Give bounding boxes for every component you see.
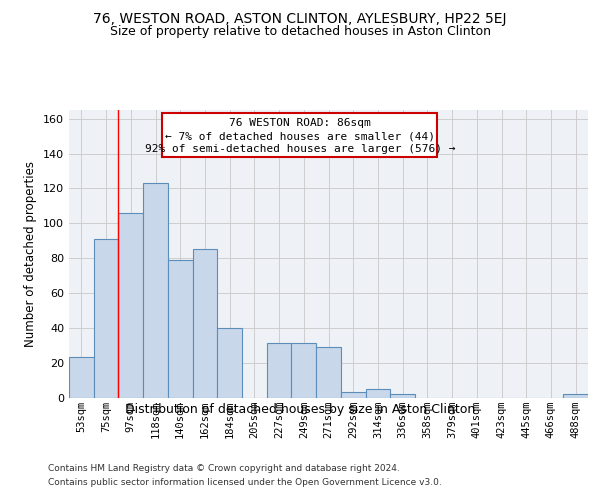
Text: Contains public sector information licensed under the Open Government Licence v3: Contains public sector information licen… — [48, 478, 442, 487]
Bar — [94, 239, 118, 398]
Y-axis label: Number of detached properties: Number of detached properties — [25, 161, 37, 347]
Bar — [316, 347, 341, 398]
Bar — [365, 389, 390, 398]
Text: 92% of semi-detached houses are larger (576) →: 92% of semi-detached houses are larger (… — [145, 144, 455, 154]
Bar — [69, 358, 94, 398]
Bar — [143, 183, 168, 398]
Text: 76, WESTON ROAD, ASTON CLINTON, AYLESBURY, HP22 5EJ: 76, WESTON ROAD, ASTON CLINTON, AYLESBUR… — [93, 12, 507, 26]
Bar — [563, 394, 588, 398]
Bar — [193, 250, 217, 398]
Bar — [217, 328, 242, 398]
Text: Distribution of detached houses by size in Aston Clinton: Distribution of detached houses by size … — [125, 404, 475, 416]
Text: 76 WESTON ROAD: 86sqm: 76 WESTON ROAD: 86sqm — [229, 118, 371, 128]
Bar — [168, 260, 193, 398]
Bar — [390, 394, 415, 398]
Text: Size of property relative to detached houses in Aston Clinton: Size of property relative to detached ho… — [110, 25, 491, 38]
Text: ← 7% of detached houses are smaller (44): ← 7% of detached houses are smaller (44) — [165, 131, 435, 141]
Bar — [118, 213, 143, 398]
Text: Contains HM Land Registry data © Crown copyright and database right 2024.: Contains HM Land Registry data © Crown c… — [48, 464, 400, 473]
Bar — [341, 392, 365, 398]
Bar — [292, 344, 316, 398]
FancyBboxPatch shape — [163, 113, 437, 158]
Bar — [267, 344, 292, 398]
